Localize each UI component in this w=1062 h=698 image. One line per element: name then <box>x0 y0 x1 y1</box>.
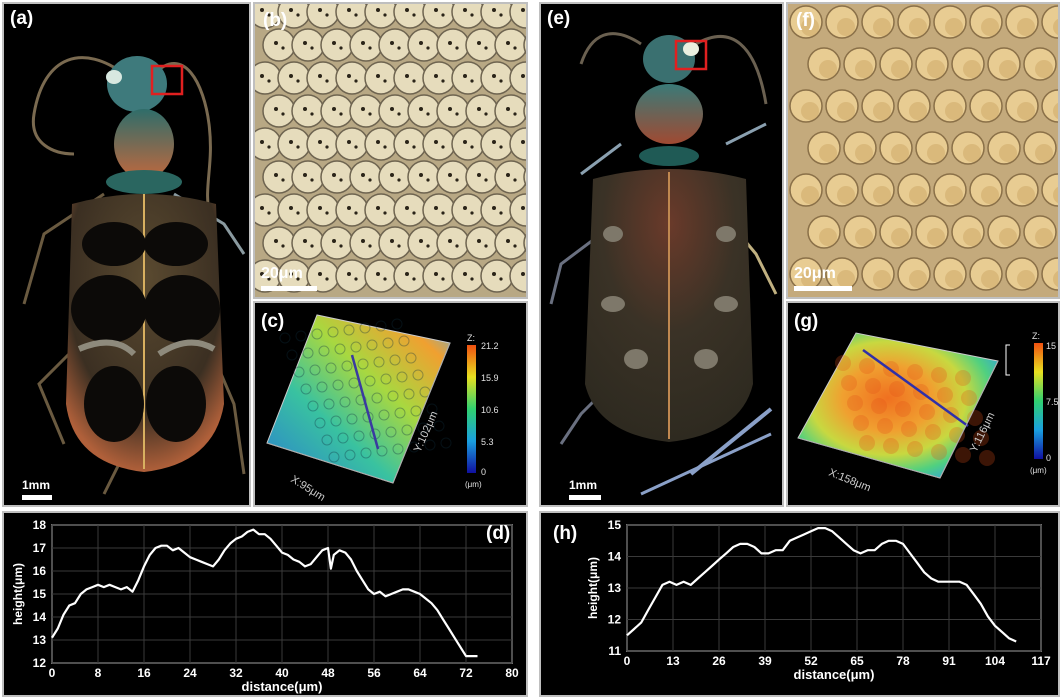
x-tick-label: 117 <box>1031 654 1051 668</box>
roi-box-a <box>150 64 184 96</box>
x-tick-label: 8 <box>95 666 102 680</box>
panel-g-3d-surface: X:158μm Y:116μm Z: 15 7.5 0 (μm) (g) <box>786 301 1060 507</box>
profile-line-c <box>350 354 380 450</box>
x-tick-label: 26 <box>712 654 726 668</box>
panel-c-3d-surface: X:95μm Y:102μm Z: 21.2 15.9 10.6 5.3 0 (… <box>253 301 528 507</box>
panel-b-label: (b) <box>263 10 288 31</box>
colorbar-c <box>467 345 476 473</box>
x-tick-label: 13 <box>666 654 680 668</box>
panel-f-label: (f) <box>796 10 815 31</box>
scale-bar-e <box>569 495 601 500</box>
surface-plot-c: X:95μm Y:102μm Z: 21.2 15.9 10.6 5.3 0 (… <box>266 314 499 504</box>
x-axis-label: distance(μm) <box>794 667 875 682</box>
colorbar-tick-c-0: 21.2 <box>481 341 499 351</box>
scale-text-e: 1mm <box>569 478 598 492</box>
panel-f-micrograph: (f) 20μm <box>786 2 1060 299</box>
y-tick-label: 13 <box>608 581 622 595</box>
x-tick-label: 78 <box>896 654 910 668</box>
series-line <box>51 528 478 658</box>
x-tick-label: 65 <box>850 654 864 668</box>
scale-bar-f <box>794 286 852 291</box>
colorbar-tick-c-4: 0 <box>481 467 486 477</box>
panel-e-label: (e) <box>547 8 571 29</box>
scale-text-f: 20μm <box>794 265 836 282</box>
x-tick-label: 0 <box>624 654 631 668</box>
surface-plot-g: X:158μm Y:116μm Z: 15 7.5 0 (μm) <box>797 331 1059 495</box>
roi-box-e <box>674 39 708 71</box>
y-tick-label: 12 <box>608 613 622 627</box>
panel-c-label: (c) <box>261 311 285 332</box>
y-axis-label: height(μm) <box>586 557 600 619</box>
colorbar-tick-g-0: 15 <box>1046 341 1056 351</box>
panel-d-label: (d) <box>486 523 511 544</box>
colorbar-title-g: Z: <box>1032 331 1040 341</box>
y-tick-label: 16 <box>33 564 47 578</box>
y-tick-label: 14 <box>33 610 47 624</box>
x-tick-label: 24 <box>183 666 197 680</box>
y-tick-label: 11 <box>608 644 621 658</box>
panel-a-beetle: (a) 1mm <box>2 2 251 507</box>
x-tick-label: 48 <box>321 666 335 680</box>
colorbar-title-c: Z: <box>467 333 475 343</box>
colorbar-tick-c-3: 5.3 <box>481 437 494 447</box>
y-tick-label: 18 <box>33 518 47 532</box>
panel-a-label: (a) <box>10 8 34 29</box>
colorbar-unit-g: (μm) <box>1030 466 1047 475</box>
x-tick-label: 91 <box>942 654 956 668</box>
axis-x-label-c: X:95μm <box>288 473 327 503</box>
colorbar-tick-g-1: 7.5 <box>1046 397 1059 407</box>
x-tick-label: 16 <box>137 666 151 680</box>
colorbar-tick-c-1: 15.9 <box>481 373 499 383</box>
y-axis-label: height(μm) <box>11 563 25 625</box>
beetle-image-a <box>22 56 246 495</box>
line-chart-d: 0 8 16 24 32 40 48 56 64 72 80 12 13 14 15 16 17 18 distan… <box>11 518 519 694</box>
series-line <box>626 527 1017 643</box>
panel-e-beetle: (e) 1mm <box>539 2 784 507</box>
y-tick-label: 15 <box>608 518 622 532</box>
x-tick-label: 80 <box>505 666 519 680</box>
colorbar-g <box>1034 343 1043 459</box>
y-tick-label: 12 <box>33 656 47 670</box>
scale-bar-a <box>22 495 52 500</box>
scale-bar-b <box>261 286 317 291</box>
profile-line-g <box>862 348 969 428</box>
panel-d-chart: 0 8 16 24 32 40 48 56 64 72 80 12 13 14 15 16 17 18 distan… <box>2 511 528 697</box>
axis-x-label-g: X:158μm <box>827 467 873 495</box>
x-tick-label: 64 <box>413 666 427 680</box>
y-tick-label: 17 <box>33 541 47 555</box>
beetle-image-e <box>549 32 778 496</box>
x-axis-label: distance(μm) <box>242 679 323 694</box>
x-tick-label: 72 <box>459 666 473 680</box>
colorbar-unit-c: (μm) <box>465 480 482 489</box>
scale-text-a: 1mm <box>22 478 51 492</box>
panel-b-micrograph: (b) 20μm <box>253 2 528 299</box>
micrograph-image-f <box>788 4 1058 297</box>
panel-h-chart: 0 13 26 39 52 65 78 91 104 117 11 12 13 14 15 distance(… <box>539 511 1060 697</box>
y-tick-label: 14 <box>608 550 622 564</box>
panel-g-label: (g) <box>794 311 819 332</box>
x-tick-label: 104 <box>985 654 1005 668</box>
micrograph-image-b <box>255 4 526 297</box>
scale-text-b: 20μm <box>261 265 303 282</box>
x-tick-label: 39 <box>758 654 772 668</box>
x-tick-label: 56 <box>367 666 381 680</box>
y-tick-label: 13 <box>33 633 47 647</box>
colorbar-tick-g-2: 0 <box>1046 453 1051 463</box>
panel-h-label: (h) <box>553 523 578 544</box>
y-tick-label: 15 <box>33 587 47 601</box>
colorbar-tick-c-2: 10.6 <box>481 405 499 415</box>
line-chart-h: 0 13 26 39 52 65 78 91 104 117 11 12 13 14 15 distance(… <box>586 518 1051 682</box>
x-tick-label: 0 <box>49 666 56 680</box>
x-tick-label: 52 <box>804 654 818 668</box>
x-tick-label: 32 <box>229 666 243 680</box>
x-tick-label: 40 <box>275 666 289 680</box>
